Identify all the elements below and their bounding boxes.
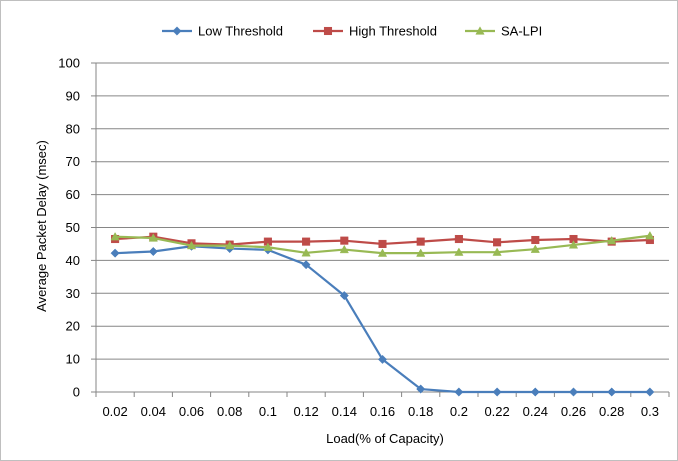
data-point xyxy=(301,248,311,257)
y-tick-labels: 0 10 20 30 40 50 60 70 80 90 100 xyxy=(58,56,80,400)
x-tick-label: 0.2 xyxy=(450,404,468,419)
y-tick-label: 60 xyxy=(66,187,80,202)
data-point xyxy=(416,237,425,246)
data-point xyxy=(263,242,273,251)
data-point xyxy=(302,237,311,246)
data-point xyxy=(454,247,464,256)
data-point xyxy=(339,291,349,301)
y-axis-title: Average Packet Delay (msec) xyxy=(34,140,49,312)
data-point xyxy=(530,387,540,397)
data-point xyxy=(186,240,197,250)
x-tick-label: 0.14 xyxy=(332,404,357,419)
x-tick-label: 0.18 xyxy=(408,404,433,419)
series-triangle xyxy=(110,231,655,257)
data-point xyxy=(378,239,387,248)
legend-item: SA-LPI xyxy=(465,24,542,39)
series-line xyxy=(115,245,650,394)
data-point xyxy=(148,233,158,242)
gridlines xyxy=(96,62,669,360)
data-point xyxy=(607,387,617,397)
legend-item: Low Threshold xyxy=(162,24,283,39)
data-point xyxy=(416,384,426,394)
data-point xyxy=(225,240,235,250)
axes xyxy=(91,62,670,397)
x-axis-title: Load(% of Capacity) xyxy=(326,431,444,446)
x-tick-label: 0.1 xyxy=(259,404,277,419)
y-tick-label: 40 xyxy=(66,253,80,268)
x-tick-label: 0.16 xyxy=(370,404,395,419)
y-tick-label: 90 xyxy=(66,88,80,103)
data-point xyxy=(531,235,540,245)
y-tick-label: 20 xyxy=(66,319,80,334)
x-tick-label: 0.3 xyxy=(641,404,659,419)
legend-label: Low Threshold xyxy=(198,24,283,39)
x-tick-label: 0.28 xyxy=(599,404,624,419)
data-point xyxy=(148,246,158,257)
x-tick-label: 0.12 xyxy=(293,404,318,419)
data-point xyxy=(110,248,120,258)
series-diamond xyxy=(110,241,655,397)
data-point xyxy=(340,236,349,245)
data-point xyxy=(301,260,311,270)
data-point xyxy=(339,244,349,254)
y-tick-label: 10 xyxy=(66,352,80,367)
x-tick-label: 0.04 xyxy=(141,404,166,419)
legend-label: SA-LPI xyxy=(501,24,542,39)
data-point xyxy=(492,247,502,256)
data-point xyxy=(568,240,579,249)
legend-item: High Threshold xyxy=(313,24,437,39)
legend-label: High Threshold xyxy=(349,24,437,39)
legend: Low Threshold High Threshold SA-LPI xyxy=(162,24,542,39)
data-point xyxy=(172,26,182,36)
y-tick-label: 80 xyxy=(66,121,80,136)
data-point xyxy=(493,238,502,247)
y-tick-label: 0 xyxy=(73,385,80,400)
x-tick-label: 0.08 xyxy=(217,404,242,419)
data-point xyxy=(607,235,617,245)
data-point xyxy=(645,231,655,240)
y-tick-label: 30 xyxy=(66,286,80,301)
x-tick-labels: 0.02 0.04 0.06 0.08 0.1 0.12 0.14 0.16 0.18 0.2 0.… xyxy=(102,404,658,419)
data-point xyxy=(568,387,579,397)
data-point xyxy=(492,387,502,397)
data-point xyxy=(416,248,426,257)
x-tick-label: 0.02 xyxy=(102,404,127,419)
data-point xyxy=(454,387,464,397)
data-point xyxy=(377,248,388,257)
y-tick-label: 70 xyxy=(66,154,80,169)
data-point xyxy=(475,26,485,35)
x-tick-label: 0.26 xyxy=(561,404,586,419)
y-tick-label: 100 xyxy=(58,56,80,71)
data-point xyxy=(454,234,463,244)
y-tick-label: 50 xyxy=(66,220,80,235)
data-point xyxy=(530,244,540,253)
data-point xyxy=(110,231,120,241)
data-point xyxy=(323,26,333,36)
data-point xyxy=(377,354,388,364)
x-tick-label: 0.06 xyxy=(179,404,204,419)
series-group xyxy=(110,231,655,397)
x-tick-label: 0.24 xyxy=(523,404,548,419)
data-point xyxy=(645,387,655,397)
x-tick-label: 0.22 xyxy=(484,404,509,419)
